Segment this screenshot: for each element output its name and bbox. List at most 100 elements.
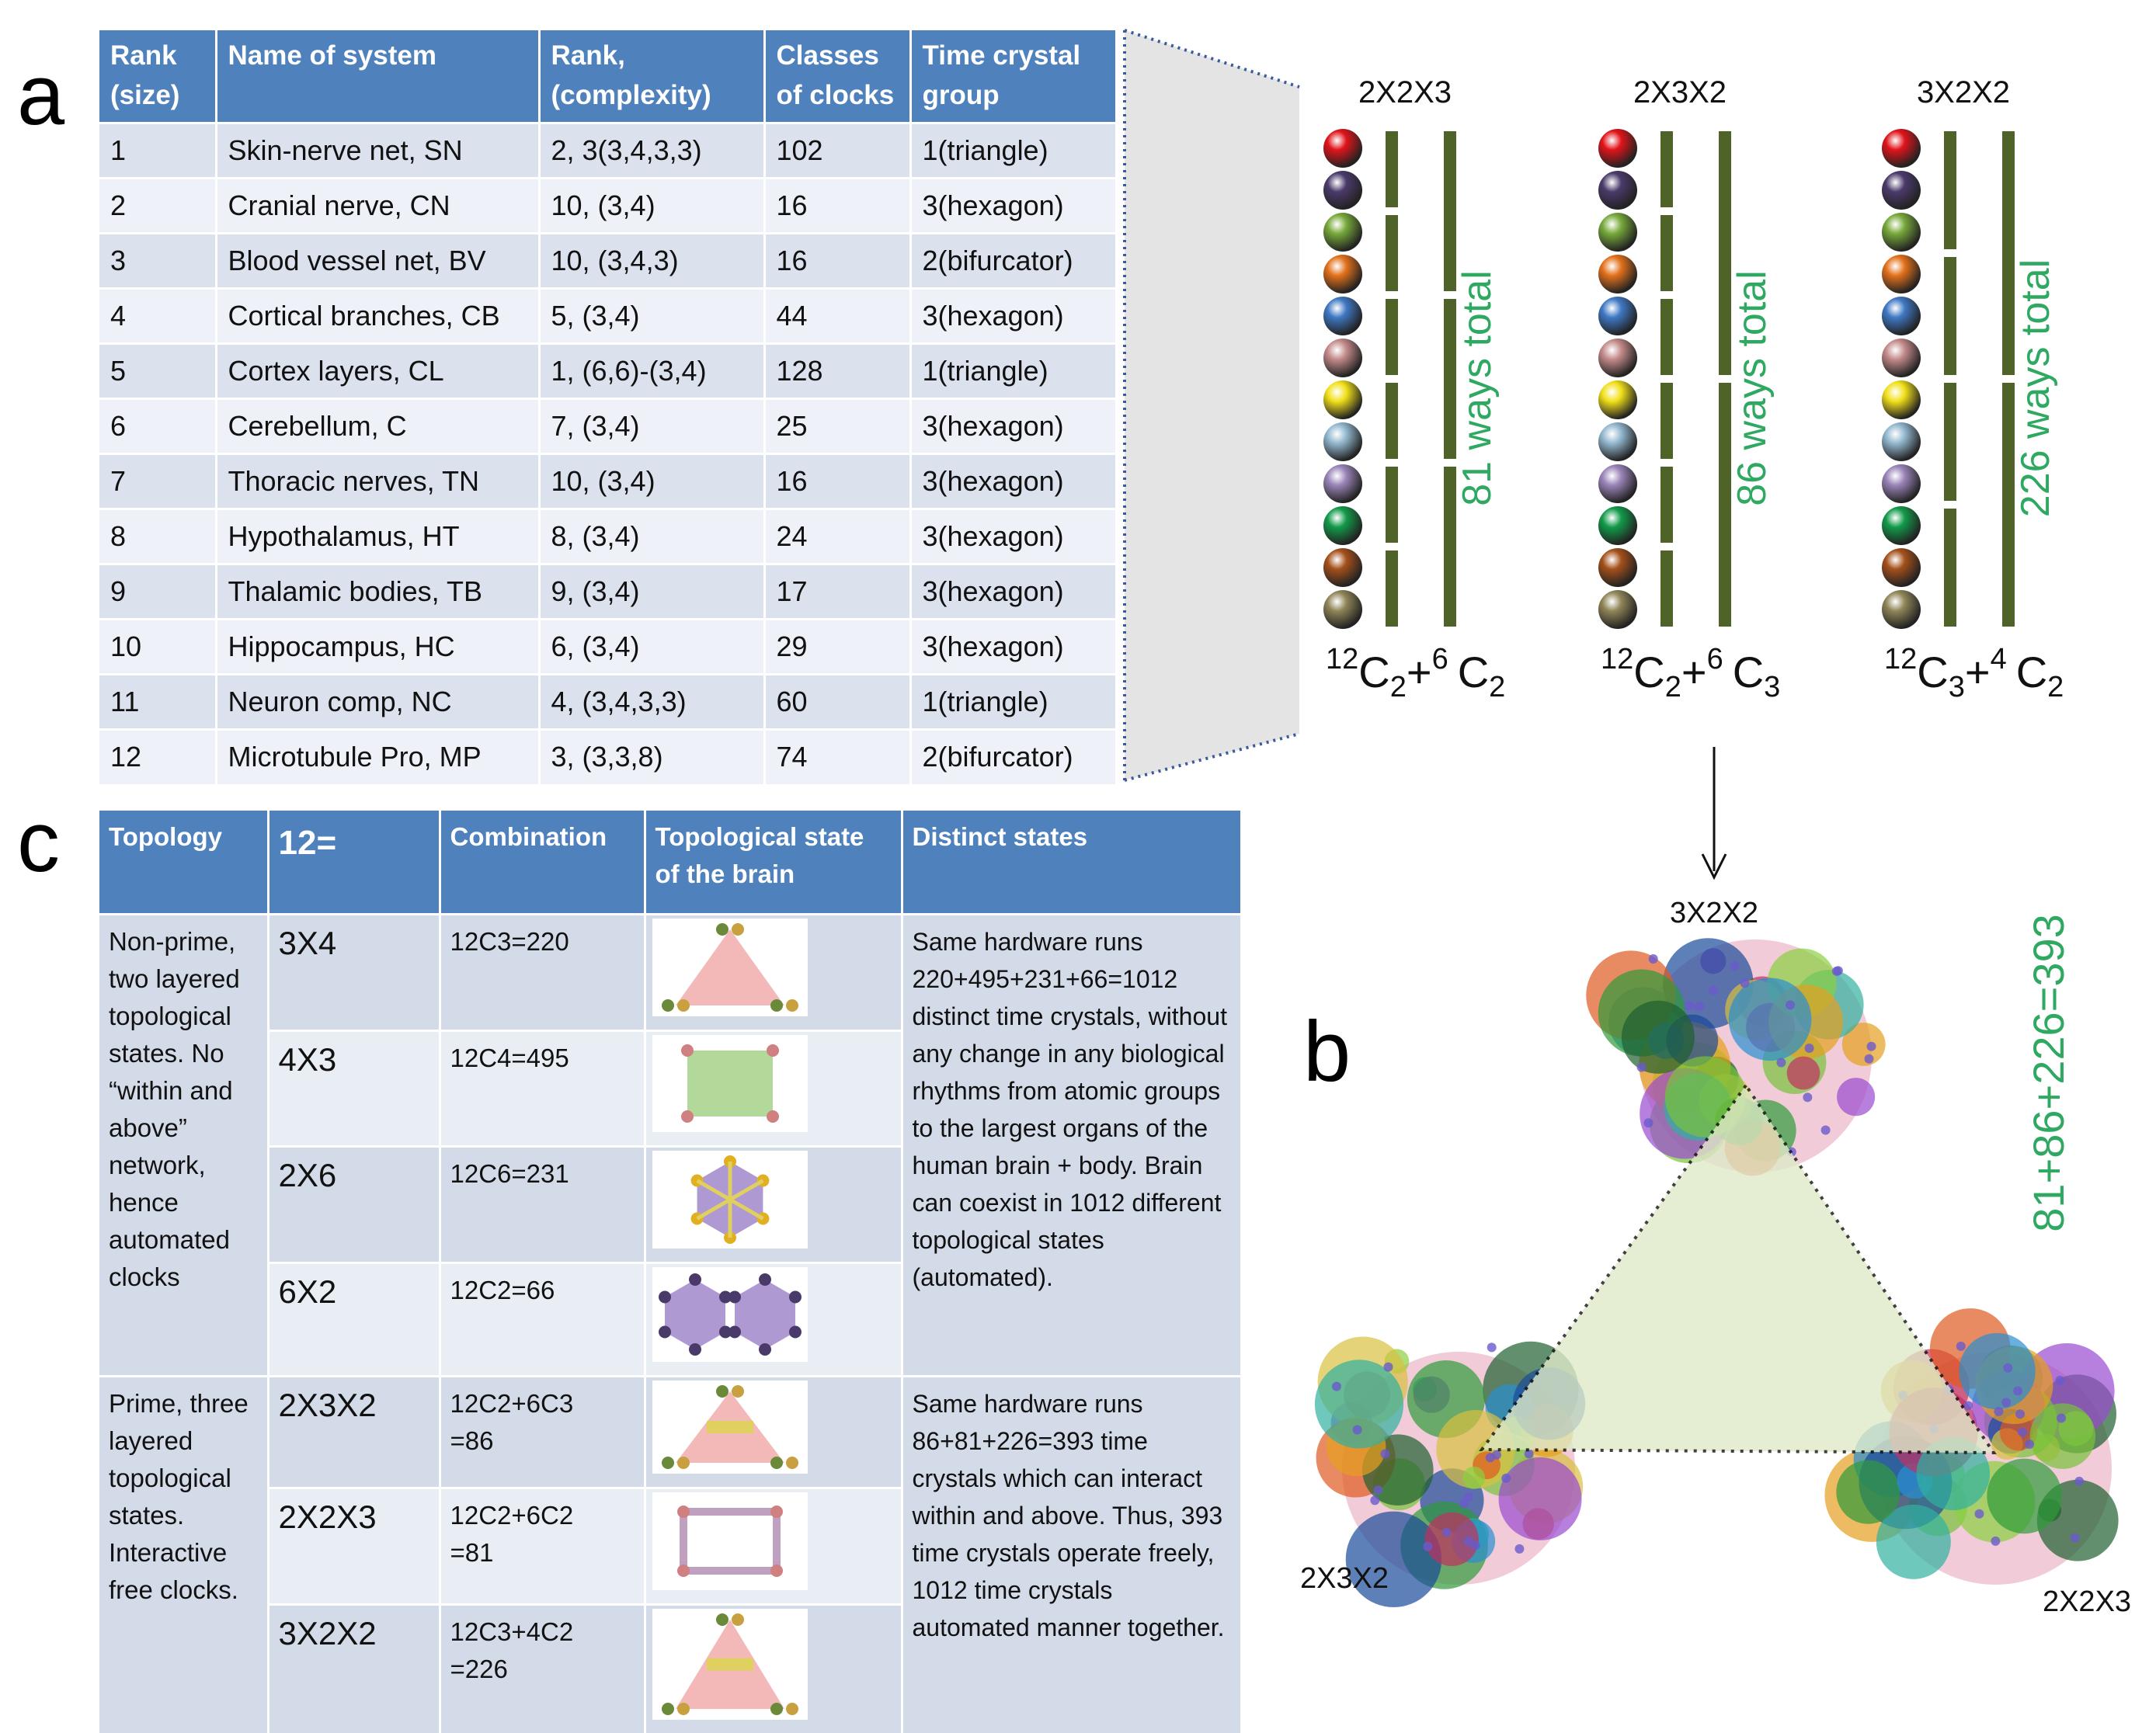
- clock-ball: [1882, 422, 1921, 461]
- clock-ball: [1323, 213, 1362, 252]
- icon-shape: [679, 1507, 781, 1575]
- table-cell: 25: [764, 397, 912, 453]
- icon-node: [680, 1110, 694, 1123]
- cluster-atom: [1864, 1054, 1874, 1064]
- table-cell: 12: [99, 728, 217, 784]
- icon-node: [680, 1044, 694, 1057]
- cluster-sphere: [1498, 1457, 1582, 1540]
- total-sum: 81+86+226=393: [2024, 914, 2073, 1232]
- header-row: Topology 12= Combination Topological state …: [99, 811, 1243, 914]
- table-cell: 29: [764, 617, 912, 674]
- clock-ball: [1882, 380, 1921, 419]
- table-cell: 10, (3,4): [539, 176, 766, 233]
- table-cell: 1(triangle): [910, 121, 1118, 178]
- formula-part: 3: [1949, 671, 1965, 703]
- distinct-cell: Same hardware runs 86+81+226=393 time cr…: [902, 1374, 1243, 1733]
- cluster-atom: [1956, 1341, 1966, 1351]
- table-row: Prime, three layered topological states.…: [99, 1374, 1243, 1733]
- icon-node: [785, 998, 798, 1012]
- table-cell: 10, (3,4,3): [539, 231, 766, 288]
- table-cell: 3(hexagon): [910, 562, 1118, 619]
- group-bar: [1660, 467, 1673, 543]
- formula-part: 2: [1665, 671, 1681, 703]
- table-cell: 10: [99, 617, 217, 674]
- clock-ball: [1598, 380, 1637, 419]
- icon-node: [661, 1702, 674, 1715]
- icon-node: [658, 1290, 671, 1303]
- dotted-edge: [1124, 29, 1300, 89]
- table-cell: Neuron comp, NC: [216, 672, 541, 729]
- systems-table: Rank (size) Name of system Rank, (complexi…: [99, 30, 1118, 784]
- picture-cell: [645, 1029, 903, 1146]
- icon-node: [766, 1110, 779, 1123]
- dotted-edge: [1124, 732, 1300, 782]
- header-cell: Topological state of the brain: [645, 811, 903, 914]
- table-row: 9 Thalamic bodies, TB 9, (3,4) 17 3(hexagon): [99, 562, 1118, 619]
- header-cell: Rank, (complexity): [539, 30, 766, 123]
- icon-node: [715, 922, 729, 936]
- distinct-cell: Same hardware runs 220+495+231+66=1012 d…: [902, 912, 1243, 1376]
- icon-node: [728, 1290, 741, 1303]
- node-label: 2X3X2: [1300, 1562, 1389, 1595]
- table-cell: 3(hexagon): [910, 287, 1118, 343]
- cluster-atom: [1423, 1541, 1433, 1551]
- panel-label: a: [17, 47, 65, 143]
- clock-ball: [1598, 213, 1637, 252]
- cluster-atom: [1636, 1062, 1647, 1072]
- group-bar: [1386, 131, 1398, 207]
- table-row: 11 Neuron comp, NC 4, (3,4,3,3) 60 1(triangl…: [99, 672, 1118, 729]
- cluster-atom: [1370, 1495, 1380, 1506]
- icon-node: [715, 1384, 729, 1398]
- icon-node: [788, 1325, 802, 1338]
- cluster-atom: [1643, 1118, 1654, 1128]
- cluster-sphere: [1837, 1078, 1876, 1117]
- icon-node: [676, 1564, 690, 1577]
- icon-node: [758, 1273, 771, 1286]
- cluster-atom: [1464, 1492, 1474, 1502]
- cluster-sphere: [1916, 1436, 1991, 1511]
- topology-table: Topology 12= Combination Topological state …: [99, 811, 1243, 1733]
- cluster-atom: [1833, 966, 1843, 976]
- cluster-atom: [1974, 1509, 1984, 1519]
- clock-ball: [1598, 129, 1637, 168]
- formula-part: C: [1733, 648, 1764, 696]
- icon-node: [676, 1702, 690, 1715]
- cluster-atom: [1352, 1425, 1362, 1435]
- clock-ball: [1882, 297, 1921, 335]
- clock-ball: [1882, 213, 1921, 252]
- icon-node: [676, 998, 690, 1012]
- table-row: 8 Hypothalamus, HT 8, (3,4) 24 3(hexagon): [99, 507, 1118, 564]
- cluster-atom: [1373, 1485, 1383, 1495]
- icon-node: [731, 922, 744, 936]
- clock-ball: [1323, 422, 1362, 461]
- icon-link: [706, 1658, 753, 1670]
- cluster-atom: [1514, 1544, 1525, 1554]
- table-cell: 3: [99, 231, 217, 288]
- table-cell: 1(triangle): [910, 342, 1118, 398]
- table-cell: 74: [764, 728, 912, 784]
- table-row: 4 Cortical branches, CB 5, (3,4) 44 3(hexago…: [99, 287, 1118, 343]
- table-row: 7 Thoracic nerves, TN 10, (3,4) 16 3(hexagon…: [99, 452, 1118, 509]
- table-cell: Blood vessel net, BV: [216, 231, 541, 288]
- cluster-atom: [1730, 961, 1740, 971]
- table-cell: 44: [764, 287, 912, 343]
- formula-part: 12: [1884, 643, 1917, 675]
- icon-shape: [664, 1279, 725, 1349]
- group-bar: [1444, 467, 1456, 627]
- picture-cell: [645, 1261, 903, 1376]
- cluster-sphere: [1836, 1460, 1900, 1524]
- picture-cell: [645, 1374, 903, 1488]
- clock-ball: [1598, 339, 1637, 377]
- cluster-sphere: [1462, 1466, 1486, 1489]
- table-cell: 9: [99, 562, 217, 619]
- clock-ball: [1598, 297, 1637, 335]
- combination-cell: 12C2+6C2 =81: [440, 1486, 646, 1604]
- icon-link: [695, 1197, 731, 1221]
- topology-icon: [652, 1608, 808, 1720]
- ways-total: 226 ways total: [2013, 259, 2058, 517]
- cluster-atom: [1991, 1536, 2001, 1546]
- formula-part: C: [2016, 648, 2047, 696]
- clock-label: 2X3X2: [1633, 75, 1727, 109]
- formula-part: C: [1458, 648, 1489, 696]
- group-bar: [1944, 509, 1956, 627]
